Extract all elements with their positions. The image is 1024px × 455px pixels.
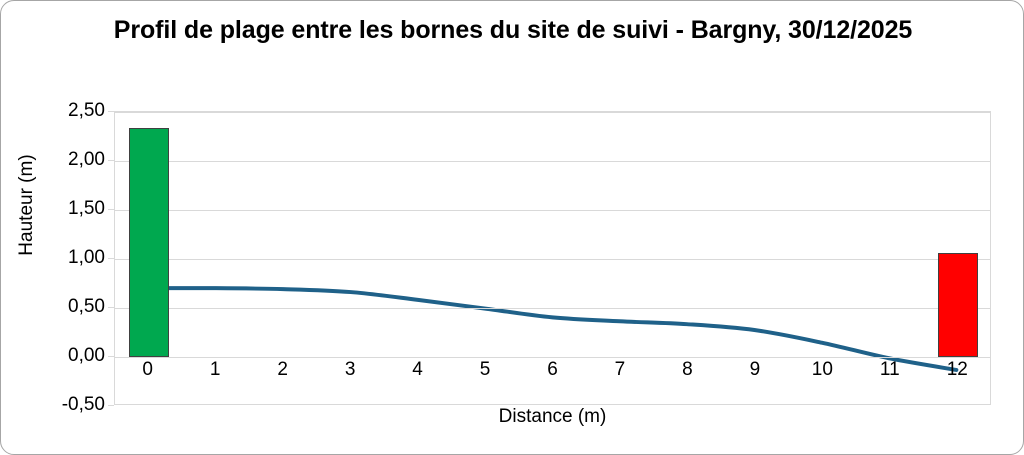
y-tick-mark bbox=[108, 405, 114, 406]
x-axis-title: Distance (m) bbox=[498, 406, 607, 427]
y-tick-label: 1,00 bbox=[68, 247, 105, 268]
y-tick-label: 1,50 bbox=[68, 198, 105, 219]
bar-end-marker bbox=[938, 253, 979, 357]
gridline bbox=[115, 112, 990, 113]
y-tick-label: 2,50 bbox=[68, 100, 105, 121]
y-tick-label: 0,50 bbox=[68, 296, 105, 317]
x-tick-label: 5 bbox=[479, 359, 491, 380]
plot-area bbox=[114, 111, 991, 405]
x-tick-label: 12 bbox=[946, 359, 968, 380]
gridline bbox=[115, 308, 990, 309]
x-tick-label: 0 bbox=[142, 359, 153, 380]
gridline bbox=[115, 210, 990, 211]
y-tick-label: -0,50 bbox=[61, 394, 105, 415]
y-tick-label: 0,00 bbox=[68, 345, 105, 366]
y-tick-mark bbox=[108, 209, 114, 210]
x-tick-label: 11 bbox=[879, 359, 900, 380]
y-tick-mark bbox=[108, 111, 114, 112]
x-tick-label: 9 bbox=[749, 359, 761, 380]
y-tick-mark bbox=[108, 160, 114, 161]
y-tick-mark bbox=[108, 258, 114, 259]
bar-start-marker bbox=[128, 127, 169, 357]
gridline bbox=[115, 161, 990, 162]
x-tick-label: 2 bbox=[277, 359, 288, 380]
series-layer bbox=[146, 286, 959, 372]
x-tick-label: 10 bbox=[811, 359, 833, 380]
y-tick-mark bbox=[108, 307, 114, 308]
gridline bbox=[115, 259, 990, 260]
x-tick-label: 8 bbox=[682, 359, 693, 380]
y-tick-label: 2,00 bbox=[68, 149, 105, 170]
y-axis-tick-labels: 2,50 2,00 1,50 1,00 0,50 0,00 -0,50 bbox=[1, 100, 105, 415]
x-tick-label: 1 bbox=[209, 359, 221, 380]
chart-title: Profil de plage entre les bornes du site… bbox=[113, 16, 913, 44]
profile-line-series bbox=[146, 286, 959, 372]
gridline bbox=[115, 357, 990, 358]
x-tick-label: 4 bbox=[412, 359, 423, 380]
x-tick-label: 7 bbox=[614, 359, 626, 380]
x-axis-tick-labels: 0 1 2 3 4 5 6 7 8 9 10 11 12 bbox=[114, 359, 991, 389]
x-tick-label: 6 bbox=[547, 359, 558, 380]
y-tick-mark bbox=[108, 356, 114, 357]
x-tick-label: 3 bbox=[344, 359, 356, 380]
